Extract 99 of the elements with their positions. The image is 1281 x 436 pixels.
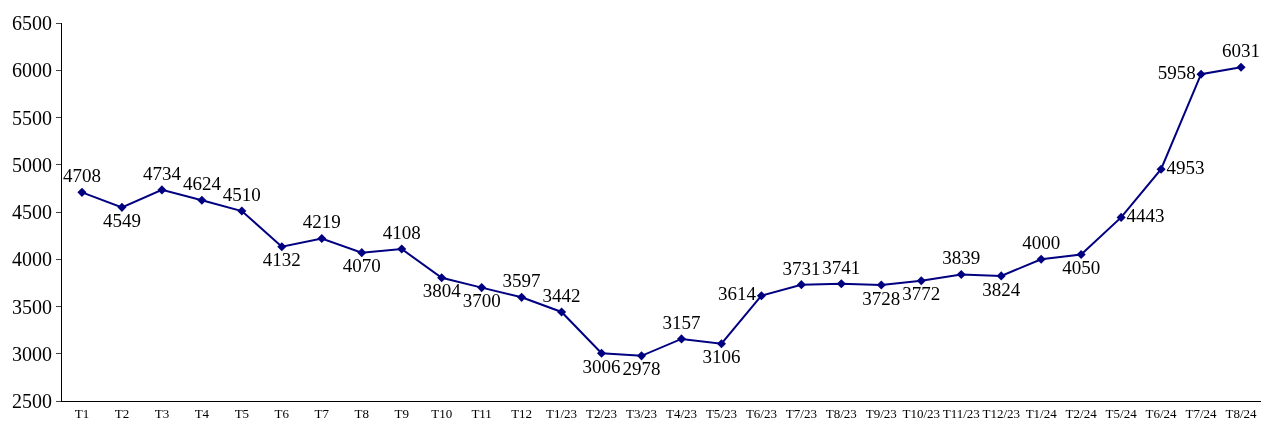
- data-label: 3597: [502, 270, 541, 292]
- y-tick-label: 5000: [12, 153, 52, 176]
- y-tick-label: 3500: [12, 295, 52, 318]
- x-tick-label: T2/24: [1065, 405, 1098, 421]
- x-tick-label: T11/23: [942, 405, 980, 421]
- y-tick-label: 5500: [12, 106, 52, 129]
- x-tick-label: T5: [234, 405, 250, 421]
- data-label: 4070: [342, 255, 381, 277]
- point: [1236, 62, 1246, 72]
- x-tick-label: T9: [394, 405, 409, 421]
- point: [676, 334, 687, 344]
- x-tick-label: T1: [74, 405, 90, 421]
- point: [157, 185, 167, 195]
- point: [477, 283, 487, 293]
- data-label: 4219: [302, 211, 341, 233]
- point: [277, 242, 287, 252]
- y-tick-label: 2500: [12, 390, 52, 412]
- data-label: 4443: [1126, 205, 1165, 227]
- data-label: 3157: [662, 311, 701, 333]
- point: [1116, 212, 1126, 222]
- data-label: 3731: [782, 257, 821, 279]
- data-label: 3728: [862, 287, 901, 309]
- data-label: 3772: [902, 283, 941, 305]
- x-tick-label: T12: [511, 405, 533, 421]
- point: [77, 187, 87, 197]
- point: [916, 276, 926, 286]
- x-tick-label: T6/24: [1145, 405, 1178, 421]
- x-tick-label: T4/23: [665, 405, 698, 421]
- point: [996, 271, 1006, 281]
- point: [956, 269, 966, 280]
- x-tick-label: T3: [154, 405, 170, 421]
- y-tick-label: 4500: [12, 201, 52, 223]
- data-label: 4510: [222, 183, 261, 205]
- point: [557, 307, 567, 317]
- x-tick-label: T5/23: [705, 405, 737, 421]
- x-tick-label: T12/23: [982, 405, 1020, 421]
- x-tick-label: T1/24: [1025, 405, 1058, 421]
- x-tick-label: T8: [354, 405, 369, 421]
- data-label: 3824: [982, 278, 1021, 300]
- x-tick-label: T2/23: [586, 405, 618, 421]
- data-label: 4050: [1062, 257, 1101, 279]
- point: [756, 291, 766, 301]
- x-tick-label: T7: [314, 405, 330, 421]
- point: [1076, 249, 1086, 260]
- data-label: 3614: [718, 283, 757, 305]
- x-tick-label: T4: [194, 405, 210, 421]
- y-tick-label: 4000: [12, 248, 52, 271]
- data-label: 6031: [1222, 40, 1261, 62]
- data-label: 3700: [462, 290, 501, 312]
- x-tick-label: T2: [114, 405, 130, 421]
- x-tick-label: T3/23: [625, 405, 658, 421]
- point: [197, 195, 207, 205]
- x-tick-label: T10/23: [902, 405, 941, 421]
- data-label: 4132: [262, 249, 301, 271]
- data-label: 3006: [582, 355, 621, 377]
- data-label: 4549: [102, 209, 141, 231]
- point: [597, 348, 607, 358]
- data-label: 4000: [1022, 232, 1061, 254]
- point: [876, 280, 886, 290]
- x-tick-label: T9/23: [865, 405, 897, 421]
- x-tick-label: T6/23: [745, 405, 777, 421]
- point: [437, 273, 447, 283]
- y-tick-label: 3000: [12, 342, 52, 365]
- data-label: 3839: [942, 247, 981, 269]
- data-label: 4624: [182, 173, 222, 195]
- data-label: 4708: [62, 165, 101, 187]
- data-label: 4953: [1166, 156, 1205, 178]
- y-tick-label: 6500: [12, 12, 52, 34]
- data-label: 2978: [622, 358, 661, 380]
- data-label: 3804: [422, 280, 462, 302]
- point: [836, 279, 846, 289]
- y-tick-label: 6000: [12, 59, 52, 82]
- point: [357, 248, 367, 258]
- point: [1196, 69, 1206, 79]
- x-tick-label: T11: [471, 405, 492, 421]
- data-label: 3741: [822, 256, 861, 278]
- x-tick-label: T10: [431, 405, 453, 421]
- point: [317, 234, 327, 244]
- point: [397, 244, 407, 254]
- point: [636, 351, 647, 361]
- point: [1036, 254, 1046, 264]
- data-label: 3442: [542, 284, 581, 306]
- data-label: 4734: [142, 162, 182, 184]
- point: [796, 280, 806, 290]
- x-tick-label: T7/24: [1185, 405, 1218, 421]
- data-label: 4108: [382, 221, 421, 243]
- x-tick-label: T1/23: [546, 405, 578, 421]
- point: [117, 202, 127, 212]
- point: [716, 339, 726, 349]
- x-tick-label: T6: [274, 405, 290, 421]
- point: [237, 206, 247, 216]
- data-label: 5958: [1157, 61, 1196, 83]
- data-label: 3106: [702, 346, 741, 368]
- x-tick-label: T8/24: [1225, 405, 1258, 421]
- point: [517, 292, 527, 302]
- x-tick-label: T8/23: [825, 405, 857, 421]
- point: [1156, 164, 1166, 174]
- x-tick-label: T7/23: [785, 405, 817, 421]
- x-tick-label: T5/24: [1105, 405, 1138, 421]
